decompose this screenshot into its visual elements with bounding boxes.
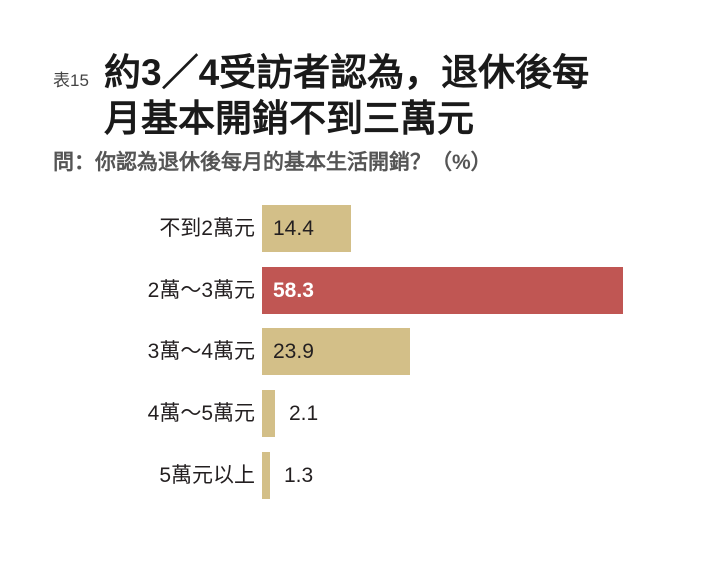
bar [262,328,410,375]
category-label: 2萬～3萬元 [147,279,255,302]
chart-subtitle: 問：你認為退休後每月的基本生活開銷？（%） [53,151,492,174]
category-label: 4萬～5萬元 [147,402,255,425]
title-line-2: 月基本開銷不到三萬元 [104,98,474,139]
bar-row: 不到2萬元 14.4 [0,205,709,252]
chart-title: 約3／4受訪者認為，退休後每 月基本開銷不到三萬元 [104,50,694,142]
bar-row: 3萬～4萬元 23.9 [0,328,709,375]
bar [262,452,270,499]
bar-row: 5萬元以上 1.3 [0,452,709,499]
title-line-1: 約3／4受訪者認為，退休後每 [104,52,590,93]
chart-tag: 表15 [53,71,89,90]
bar-row: 2萬～3萬元 58.3 [0,267,709,314]
highlight-bar [262,267,623,314]
value-label: 23.9 [273,340,314,363]
bar [262,390,275,437]
bar-row: 4萬～5萬元 2.1 [0,390,709,437]
category-label: 5萬元以上 [159,464,255,487]
bar [262,205,351,252]
category-label: 不到2萬元 [159,217,255,240]
value-label: 1.3 [284,464,314,487]
value-label: 58.3 [273,279,314,302]
value-label: 2.1 [289,402,319,425]
category-label: 3萬～4萬元 [147,340,255,363]
value-label: 14.4 [273,217,314,240]
